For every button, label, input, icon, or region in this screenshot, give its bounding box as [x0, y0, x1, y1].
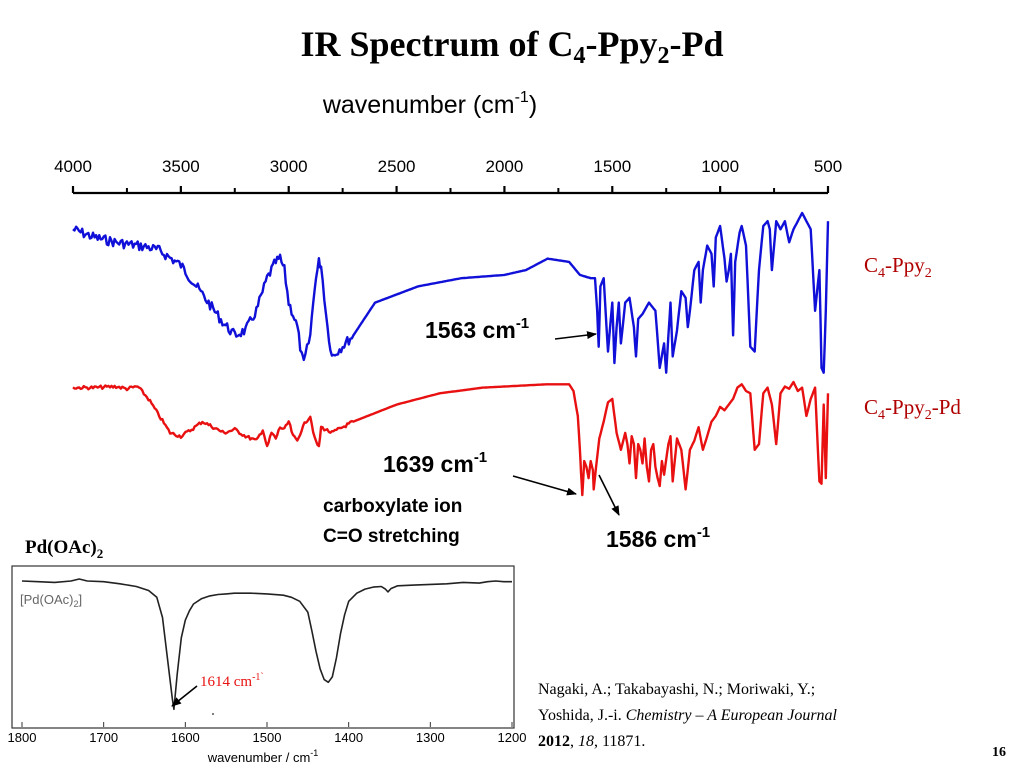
c4-ppy2-spectrum-line [72, 211, 830, 374]
main-tick-label: 1000 [701, 157, 739, 176]
annotation-1639: 1639 cm-1 [383, 449, 487, 477]
slide-title: IR Spectrum of C4-Ppy2-Pd [301, 24, 724, 69]
page-number: 16 [992, 745, 1006, 760]
annotation-carboxylate: carboxylate ion [323, 496, 462, 517]
inset-legend: [Pd(OAc)2] [20, 592, 82, 609]
c4-ppy2-pd-spectrum-line [72, 380, 830, 497]
inset-tick-label: 1200 [498, 730, 527, 745]
series-label-c4-ppy2: C4-Ppy2 [864, 253, 932, 281]
annotation-co-stretching: C=O stretching [323, 526, 460, 547]
inset-tick-label: 1800 [8, 730, 37, 745]
main-x-axis: 4000 3500 3000 2500 2000 1500 1000 500 [54, 157, 842, 195]
annotation-1563: 1563 cm-1 [425, 315, 529, 343]
inset-x-axis: 1800 1700 1600 1500 1400 1300 1200 [8, 722, 527, 745]
citation-authors-journal: Yoshida, J.-i. Chemistry – A European Jo… [538, 707, 838, 724]
inset-tick-label: 1300 [416, 730, 445, 745]
annotation-1586-arrow [598, 474, 620, 516]
main-axis-label: wavenumber (cm-1) [322, 89, 537, 119]
main-tick-label: 2000 [486, 157, 524, 176]
series-label-c4-ppy2-pd: C4-Ppy2-Pd [864, 395, 961, 423]
inset-tick-label: 1400 [334, 730, 363, 745]
inset-frame [11, 565, 515, 729]
main-tick-label: 4000 [54, 157, 92, 176]
pd-oac2-spectrum-line [21, 578, 512, 711]
inset-dot-mark [212, 713, 214, 715]
citation-volume: 2012, 18, 11871. [538, 733, 645, 750]
main-tick-label: 1500 [593, 157, 631, 176]
main-tick-label: 3500 [162, 157, 200, 176]
inset-tick-label: 1600 [171, 730, 200, 745]
main-tick-label: 2500 [378, 157, 416, 176]
main-tick-label: 3000 [270, 157, 308, 176]
inset-axis-label: wavenumber / cm-1 [207, 748, 319, 765]
citation-authors: Nagaki, A.; Takabayashi, N.; Moriwaki, Y… [538, 681, 815, 698]
inset-annotation-arrow [171, 685, 198, 707]
inset-tick-label: 1700 [89, 730, 118, 745]
annotation-1563-arrow [554, 331, 597, 340]
main-tick-label: 500 [814, 157, 842, 176]
inset-annotation-1614: 1614 cm-1` [200, 672, 264, 690]
annotation-1639-arrow [512, 475, 577, 496]
inset-tick-label: 1500 [253, 730, 282, 745]
inset-title: Pd(OAc)2 [25, 537, 103, 561]
annotation-1586: 1586 cm-1 [606, 524, 710, 552]
